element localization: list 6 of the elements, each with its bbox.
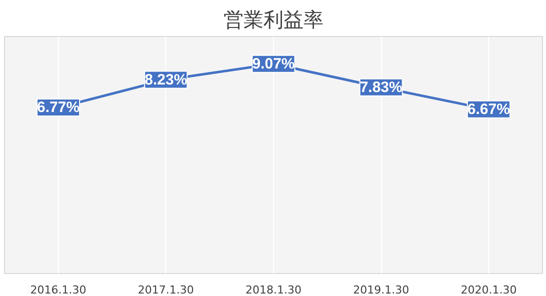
x-tick-label: 2016.1.30 bbox=[30, 284, 86, 296]
x-tick-label: 2020.1.30 bbox=[460, 284, 517, 296]
x-tick-label: 2018.1.30 bbox=[246, 284, 302, 296]
x-tick-label: 2017.1.30 bbox=[138, 284, 194, 296]
x-tick-label: 2019.1.30 bbox=[353, 284, 410, 296]
chart-title: 営業利益率 bbox=[224, 8, 324, 32]
